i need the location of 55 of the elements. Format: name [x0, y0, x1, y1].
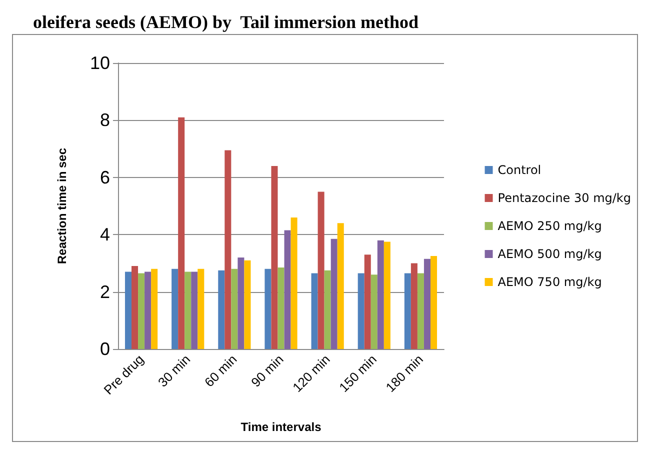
legend-label: Pentazocine 30 mg/kg [498, 191, 632, 205]
x-tick-label: 120 min [290, 352, 333, 395]
bar [191, 272, 198, 349]
bar [358, 273, 364, 349]
legend-label: Control [498, 163, 542, 177]
bar [138, 273, 145, 349]
x-tick-label: 150 min [336, 352, 380, 395]
bar [198, 268, 204, 349]
y-tick-label: 2 [100, 282, 110, 302]
bar [284, 230, 291, 349]
bar [318, 192, 324, 349]
bar [238, 257, 244, 349]
x-tick-label: 60 min [202, 352, 240, 390]
bar [337, 223, 344, 349]
y-tick-label: 6 [100, 167, 110, 188]
bar [384, 242, 390, 349]
x-axis-title: Time intervals [240, 420, 322, 434]
bar [231, 268, 238, 349]
bar [410, 263, 418, 349]
bar [271, 166, 278, 349]
bar [218, 270, 225, 349]
y-axis-title: Reaction time in sec [55, 148, 69, 264]
bar [370, 274, 378, 349]
bar [330, 238, 338, 349]
legend-label: AEMO 750 mg/kg [498, 275, 602, 289]
bar [264, 268, 272, 349]
bar [184, 272, 192, 349]
x-tick-label: 180 min [382, 352, 426, 395]
bar [417, 273, 424, 349]
x-tick-label: 90 min [248, 352, 286, 390]
bar [151, 268, 158, 349]
y-tick-label: 4 [100, 224, 110, 245]
bar [244, 260, 251, 349]
bar [290, 217, 298, 349]
bar [178, 117, 185, 349]
bar [144, 272, 152, 349]
bar [172, 268, 178, 349]
bar [404, 273, 411, 349]
bar [377, 240, 384, 349]
chart-title: oleifera seeds (AEMO) by Tail immersion method [33, 12, 418, 32]
bar [364, 254, 371, 349]
legend-label: AEMO 250 mg/kg [498, 219, 602, 233]
y-tick-label: 0 [100, 339, 110, 359]
bar [224, 150, 232, 349]
x-tick-label: 30 min [154, 352, 194, 390]
bar [424, 258, 430, 349]
bar [124, 272, 132, 349]
legend-label: AEMO 500 mg/kg [498, 247, 602, 261]
y-tick-label: 8 [100, 110, 110, 130]
y-tick-label: 10 [90, 53, 110, 73]
bar [430, 256, 438, 349]
bar [311, 273, 318, 349]
bar [278, 267, 284, 349]
bar [132, 266, 138, 349]
bar [324, 270, 331, 349]
